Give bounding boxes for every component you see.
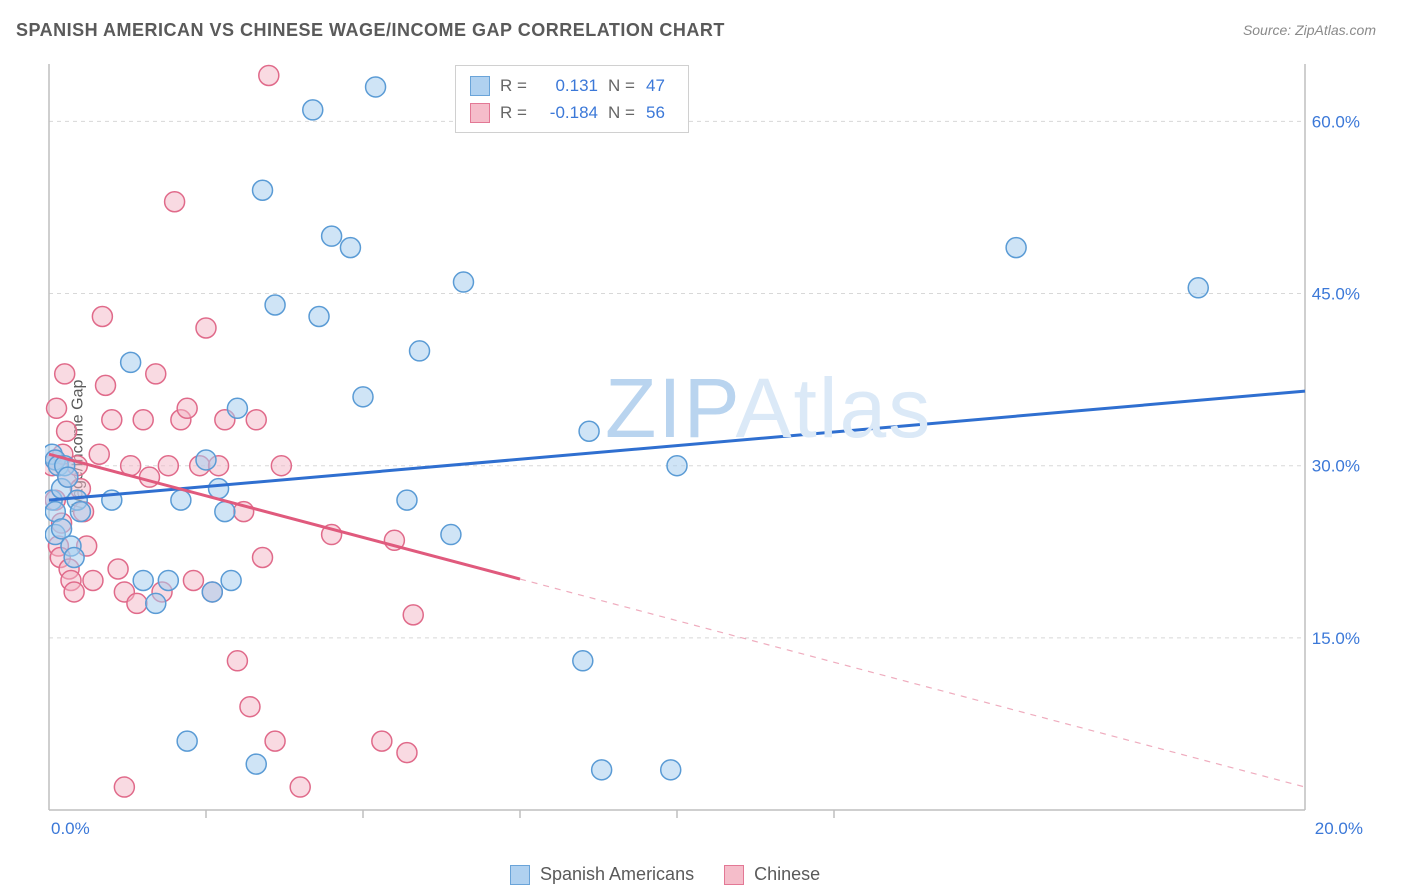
legend-item-pink: Chinese <box>724 864 820 885</box>
legend-item-blue: Spanish Americans <box>510 864 694 885</box>
correlation-chart: SPANISH AMERICAN VS CHINESE WAGE/INCOME … <box>0 0 1406 892</box>
n-label: N = <box>608 99 636 126</box>
chart-title: SPANISH AMERICAN VS CHINESE WAGE/INCOME … <box>16 20 725 41</box>
svg-text:45.0%: 45.0% <box>1312 285 1360 304</box>
scatter-plot: 15.0% 30.0% 45.0% 60.0% 0.0% 20.0% <box>45 60 1375 840</box>
swatch-blue <box>510 865 530 885</box>
swatch-pink <box>724 865 744 885</box>
r-value-blue: 0.131 <box>538 72 598 99</box>
r-value-pink: -0.184 <box>538 99 598 126</box>
svg-text:15.0%: 15.0% <box>1312 629 1360 648</box>
n-value-blue: 47 <box>646 72 674 99</box>
legend-series: Spanish Americans Chinese <box>510 864 820 885</box>
n-value-pink: 56 <box>646 99 674 126</box>
r-label: R = <box>500 99 528 126</box>
svg-text:20.0%: 20.0% <box>1315 819 1363 838</box>
svg-text:30.0%: 30.0% <box>1312 457 1360 476</box>
svg-text:60.0%: 60.0% <box>1312 112 1360 131</box>
swatch-blue <box>470 76 490 96</box>
legend-correlation-stats: R = 0.131 N = 47 R = -0.184 N = 56 <box>455 65 689 133</box>
n-label: N = <box>608 72 636 99</box>
r-label: R = <box>500 72 528 99</box>
source-attribution: Source: ZipAtlas.com <box>1243 22 1376 38</box>
legend-row-pink: R = -0.184 N = 56 <box>470 99 674 126</box>
series-label-blue: Spanish Americans <box>540 864 694 885</box>
swatch-pink <box>470 103 490 123</box>
legend-row-blue: R = 0.131 N = 47 <box>470 72 674 99</box>
series-label-pink: Chinese <box>754 864 820 885</box>
svg-text:0.0%: 0.0% <box>51 819 90 838</box>
